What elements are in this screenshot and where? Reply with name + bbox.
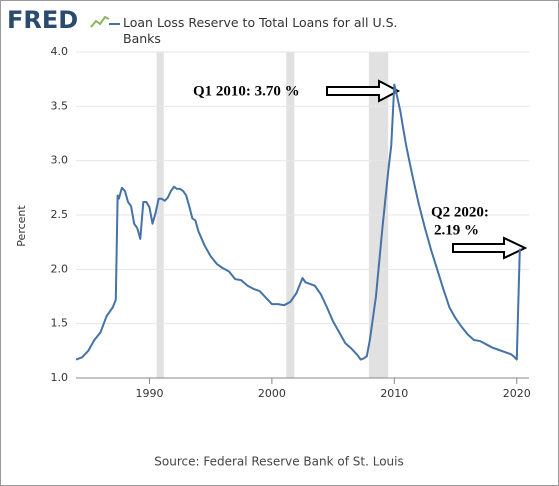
legend: Loan Loss Reserve to Total Loans for all… bbox=[109, 15, 413, 47]
y-tick-label: 3.5 bbox=[51, 99, 69, 112]
annotation: Q1 2010: 3.70 % bbox=[193, 83, 300, 99]
x-tick-label: 2020 bbox=[503, 387, 531, 400]
logo: FRED bbox=[7, 6, 78, 34]
y-tick-label: 2.0 bbox=[51, 262, 69, 275]
y-tick-label: 1.0 bbox=[51, 371, 69, 384]
y-tick-label: 1.5 bbox=[51, 317, 69, 330]
annotation: Q2 2020: bbox=[431, 204, 489, 220]
line-series bbox=[75, 83, 521, 361]
x-tick-label: 2000 bbox=[258, 387, 286, 400]
y-tick-label: 3.0 bbox=[51, 154, 69, 167]
y-tick-label: 2.5 bbox=[51, 208, 69, 221]
legend-label: Loan Loss Reserve to Total Loans for all… bbox=[123, 15, 398, 46]
logo-icon bbox=[90, 15, 110, 28]
arrow bbox=[326, 79, 528, 260]
legend-key bbox=[109, 23, 120, 25]
source: Source: Federal Reserve Bank of St. Loui… bbox=[154, 455, 403, 469]
annotation: 2.19 % bbox=[434, 222, 479, 238]
y-axis-label: Percent bbox=[15, 205, 28, 247]
y-tick-label: 4.0 bbox=[51, 45, 69, 58]
x-tick-label: 2010 bbox=[380, 387, 408, 400]
x-tick-label: 1990 bbox=[135, 387, 163, 400]
